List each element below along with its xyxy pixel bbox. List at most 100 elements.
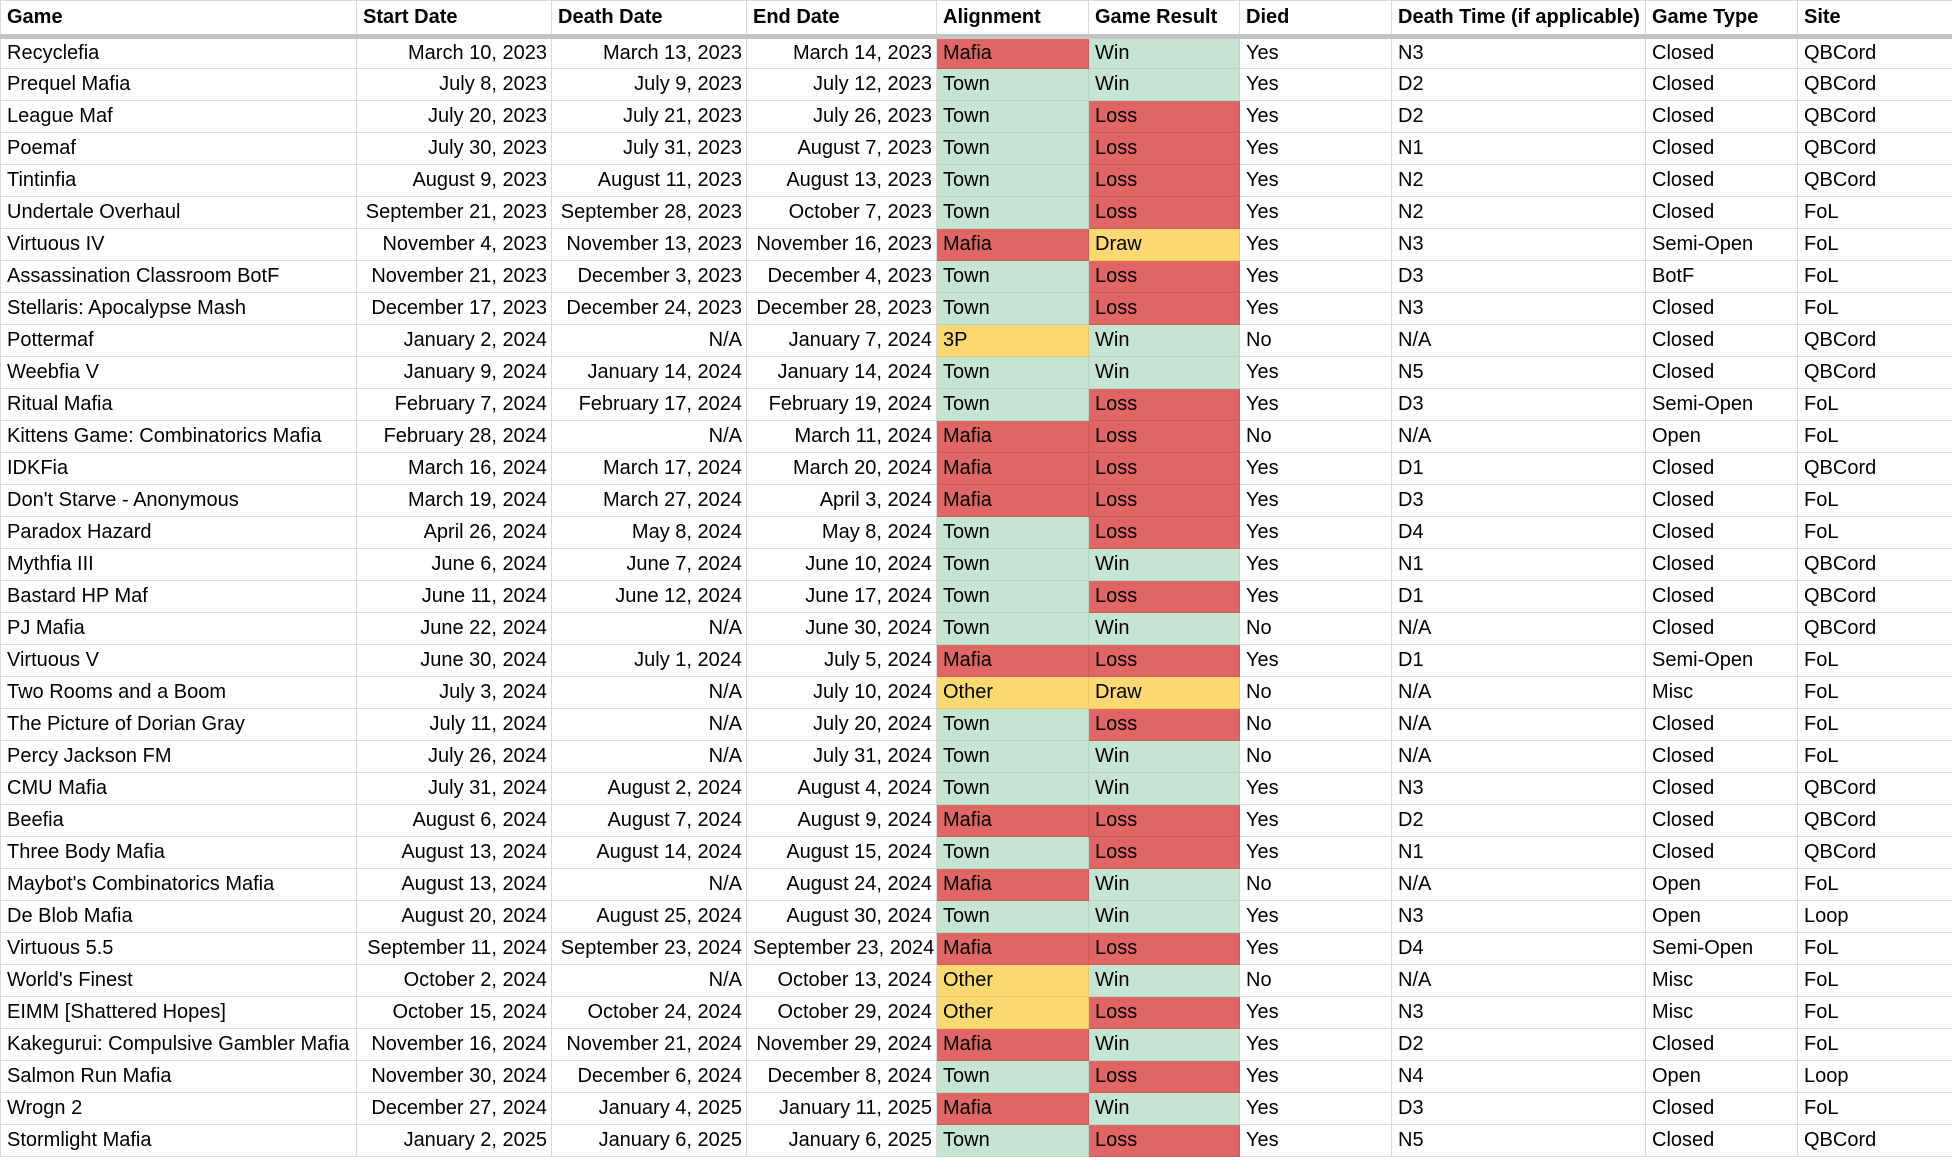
death-date-cell[interactable]: August 25, 2024 [551, 900, 747, 933]
start-date-cell[interactable]: June 22, 2024 [356, 612, 552, 645]
game-type-cell[interactable]: Closed [1645, 36, 1798, 69]
death-date-cell[interactable]: December 6, 2024 [551, 1060, 747, 1093]
alignment-cell[interactable]: Town [936, 1124, 1089, 1157]
death-date-cell[interactable]: March 27, 2024 [551, 484, 747, 517]
alignment-cell[interactable]: Mafia [936, 36, 1089, 69]
died-cell[interactable]: Yes [1239, 580, 1392, 613]
game-type-cell[interactable]: Closed [1645, 68, 1798, 101]
site-cell[interactable]: QBCord [1797, 1124, 1952, 1157]
site-cell[interactable]: FoL [1797, 676, 1952, 709]
death-date-cell[interactable]: July 1, 2024 [551, 644, 747, 677]
death-time-cell[interactable]: N3 [1391, 900, 1646, 933]
died-cell[interactable]: Yes [1239, 484, 1392, 517]
game-type-cell[interactable]: Closed [1645, 548, 1798, 581]
end-date-cell[interactable]: October 29, 2024 [746, 996, 937, 1029]
alignment-cell[interactable]: Town [936, 1060, 1089, 1093]
game-result-cell[interactable]: Win [1088, 740, 1240, 773]
died-cell[interactable]: Yes [1239, 452, 1392, 485]
game-cell[interactable]: Kakegurui: Compulsive Gambler Mafia [0, 1028, 357, 1061]
start-date-cell[interactable]: August 13, 2024 [356, 836, 552, 869]
start-date-cell[interactable]: March 16, 2024 [356, 452, 552, 485]
site-cell[interactable]: FoL [1797, 932, 1952, 965]
game-type-cell[interactable]: Open [1645, 420, 1798, 453]
game-cell[interactable]: Maybot's Combinatorics Mafia [0, 868, 357, 901]
death-time-cell[interactable]: N1 [1391, 836, 1646, 869]
died-cell[interactable]: Yes [1239, 292, 1392, 325]
site-cell[interactable]: QBCord [1797, 772, 1952, 805]
death-time-cell[interactable]: N/A [1391, 708, 1646, 741]
game-type-cell[interactable]: Closed [1645, 1092, 1798, 1125]
end-date-cell[interactable]: November 16, 2023 [746, 228, 937, 261]
game-type-cell[interactable]: Misc [1645, 676, 1798, 709]
alignment-cell[interactable]: Mafia [936, 868, 1089, 901]
death-time-cell[interactable]: D4 [1391, 932, 1646, 965]
start-date-cell[interactable]: February 7, 2024 [356, 388, 552, 421]
died-cell[interactable]: Yes [1239, 164, 1392, 197]
site-cell[interactable]: Loop [1797, 900, 1952, 933]
start-date-cell[interactable]: July 3, 2024 [356, 676, 552, 709]
end-date-cell[interactable]: December 8, 2024 [746, 1060, 937, 1093]
col-header-game-type[interactable]: Game Type [1645, 0, 1798, 39]
game-result-cell[interactable]: Win [1088, 964, 1240, 997]
game-cell[interactable]: Percy Jackson FM [0, 740, 357, 773]
alignment-cell[interactable]: 3P [936, 324, 1089, 357]
alignment-cell[interactable]: Mafia [936, 1028, 1089, 1061]
alignment-cell[interactable]: Town [936, 740, 1089, 773]
game-cell[interactable]: Kittens Game: Combinatorics Mafia [0, 420, 357, 453]
col-header-death-date[interactable]: Death Date [551, 0, 747, 39]
game-cell[interactable]: Mythfia III [0, 548, 357, 581]
game-cell[interactable]: Pottermaf [0, 324, 357, 357]
start-date-cell[interactable]: November 30, 2024 [356, 1060, 552, 1093]
game-cell[interactable]: Assassination Classroom BotF [0, 260, 357, 293]
start-date-cell[interactable]: April 26, 2024 [356, 516, 552, 549]
end-date-cell[interactable]: August 13, 2023 [746, 164, 937, 197]
alignment-cell[interactable]: Mafia [936, 228, 1089, 261]
alignment-cell[interactable]: Town [936, 164, 1089, 197]
died-cell[interactable]: Yes [1239, 932, 1392, 965]
end-date-cell[interactable]: July 10, 2024 [746, 676, 937, 709]
game-type-cell[interactable]: Closed [1645, 708, 1798, 741]
game-result-cell[interactable]: Draw [1088, 228, 1240, 261]
game-cell[interactable]: Virtuous 5.5 [0, 932, 357, 965]
death-time-cell[interactable]: D3 [1391, 1092, 1646, 1125]
site-cell[interactable]: QBCord [1797, 68, 1952, 101]
died-cell[interactable]: Yes [1239, 36, 1392, 69]
game-result-cell[interactable]: Win [1088, 324, 1240, 357]
death-time-cell[interactable]: N3 [1391, 772, 1646, 805]
site-cell[interactable]: Loop [1797, 1060, 1952, 1093]
game-result-cell[interactable]: Loss [1088, 100, 1240, 133]
death-date-cell[interactable]: November 21, 2024 [551, 1028, 747, 1061]
end-date-cell[interactable]: October 13, 2024 [746, 964, 937, 997]
death-time-cell[interactable]: N/A [1391, 868, 1646, 901]
game-type-cell[interactable]: Closed [1645, 804, 1798, 837]
alignment-cell[interactable]: Town [936, 68, 1089, 101]
site-cell[interactable]: QBCord [1797, 324, 1952, 357]
alignment-cell[interactable]: Town [936, 900, 1089, 933]
end-date-cell[interactable]: July 12, 2023 [746, 68, 937, 101]
death-date-cell[interactable]: N/A [551, 612, 747, 645]
alignment-cell[interactable]: Town [936, 708, 1089, 741]
died-cell[interactable]: Yes [1239, 356, 1392, 389]
start-date-cell[interactable]: February 28, 2024 [356, 420, 552, 453]
game-result-cell[interactable]: Win [1088, 36, 1240, 69]
death-time-cell[interactable]: N/A [1391, 612, 1646, 645]
alignment-cell[interactable]: Town [936, 836, 1089, 869]
site-cell[interactable]: FoL [1797, 1092, 1952, 1125]
site-cell[interactable]: FoL [1797, 708, 1952, 741]
game-type-cell[interactable]: Closed [1645, 1028, 1798, 1061]
died-cell[interactable]: Yes [1239, 260, 1392, 293]
alignment-cell[interactable]: Mafia [936, 644, 1089, 677]
death-date-cell[interactable]: July 9, 2023 [551, 68, 747, 101]
death-time-cell[interactable]: D2 [1391, 804, 1646, 837]
start-date-cell[interactable]: January 9, 2024 [356, 356, 552, 389]
game-result-cell[interactable]: Win [1088, 356, 1240, 389]
died-cell[interactable]: No [1239, 612, 1392, 645]
death-date-cell[interactable]: N/A [551, 708, 747, 741]
died-cell[interactable]: No [1239, 676, 1392, 709]
col-header-game-result[interactable]: Game Result [1088, 0, 1240, 39]
game-type-cell[interactable]: Closed [1645, 580, 1798, 613]
col-header-start-date[interactable]: Start Date [356, 0, 552, 39]
site-cell[interactable]: QBCord [1797, 804, 1952, 837]
start-date-cell[interactable]: August 20, 2024 [356, 900, 552, 933]
death-time-cell[interactable]: D1 [1391, 644, 1646, 677]
